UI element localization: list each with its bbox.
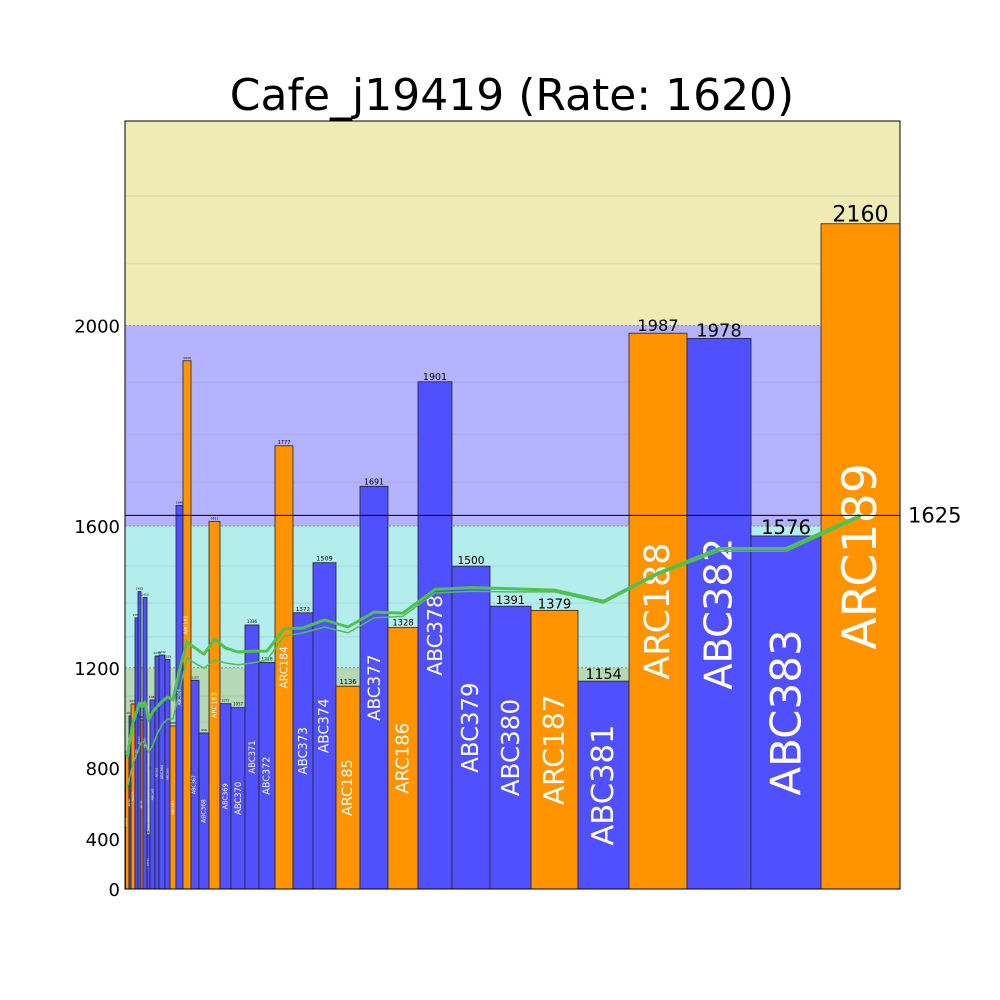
y-axis: 0 400 800 1200 1600 2000 bbox=[74, 317, 120, 901]
bar-ABC377 bbox=[359, 485, 389, 890]
bar-name-label: ARC184 bbox=[278, 646, 291, 689]
value-label: 1136 bbox=[339, 678, 356, 686]
bar-name-label: ABC380 bbox=[496, 699, 525, 796]
value-label: 1901 bbox=[423, 372, 447, 383]
value-label: 1239 bbox=[153, 651, 161, 655]
bar-name-label: ABC377 bbox=[364, 654, 384, 720]
bars: 860ARC1781025ABC3571071ARC1791357ABC3581… bbox=[124, 202, 901, 890]
value-label: 1086 bbox=[149, 695, 157, 699]
plot-frame bbox=[124, 120, 901, 890]
bar-name-label: ABC358 bbox=[135, 749, 138, 758]
bar-name-label: ABC378 bbox=[423, 595, 447, 676]
bar-name-label: ABC382 bbox=[697, 538, 742, 690]
value-label: 426 bbox=[146, 830, 152, 834]
y-tick-label: 400 bbox=[86, 830, 120, 851]
value-label: 1071 bbox=[129, 699, 137, 703]
value-label: 2160 bbox=[832, 202, 888, 228]
value-label: 1939 bbox=[183, 356, 191, 360]
value-label: 1328 bbox=[392, 618, 413, 628]
bar-ARC187 bbox=[530, 609, 579, 890]
rating-lines bbox=[125, 514, 862, 789]
y-tick-label: 2000 bbox=[74, 317, 120, 338]
bar-name-label: ARC188 bbox=[638, 543, 678, 680]
value-label: 1978 bbox=[696, 320, 742, 341]
value-label: 1611 bbox=[211, 516, 219, 520]
bar-name-label: ARC187 bbox=[538, 694, 571, 805]
rating-line-thin bbox=[126, 516, 861, 789]
bar-ARC185 bbox=[335, 685, 361, 890]
value-label: 1372 bbox=[296, 607, 310, 613]
value-label: 956 bbox=[201, 728, 207, 732]
value-label: 1379 bbox=[538, 597, 571, 612]
y-tick-label: 0 bbox=[109, 880, 120, 901]
value-label: 1057 bbox=[233, 702, 243, 707]
value-label: 1648 bbox=[176, 500, 184, 504]
band-1600-2000 bbox=[125, 325, 900, 526]
bar-name-label: ARC189 bbox=[833, 463, 888, 650]
bar-name-label: ABC373 bbox=[296, 727, 310, 775]
value-label: 985 bbox=[170, 721, 176, 725]
value-label: 1416 bbox=[141, 592, 149, 596]
bar-name-label: ARC179 bbox=[132, 791, 135, 801]
chart-title: Cafe_j19419 (Rate: 1620) bbox=[230, 70, 794, 121]
bar-name-label: ABC367 bbox=[192, 775, 198, 794]
value-label: 1391 bbox=[496, 593, 525, 607]
bar-name-label: ABC371 bbox=[247, 740, 257, 773]
value-label: 1025 bbox=[126, 711, 134, 715]
value-label: 1336 bbox=[247, 619, 257, 624]
bar-ABC380 bbox=[489, 605, 532, 890]
value-label: 1432 bbox=[136, 587, 144, 591]
bar-name-label: ARC181 bbox=[171, 800, 175, 814]
band-2000-2400 bbox=[125, 121, 900, 326]
bar-ABC378 bbox=[417, 381, 453, 890]
value-label: 1509 bbox=[316, 555, 332, 563]
bar-name-label: ABC370 bbox=[233, 782, 243, 815]
bar-name-label: ARC186 bbox=[393, 723, 414, 794]
value-label: 1357 bbox=[133, 613, 141, 617]
bar-name-label: ABC383 bbox=[762, 629, 811, 795]
value-label: 1691 bbox=[364, 477, 384, 486]
value-label: 1072 bbox=[222, 699, 230, 703]
bar-name-label: ABC362 bbox=[151, 788, 155, 800]
bar-name-label: ARC180 bbox=[140, 800, 143, 809]
bar-name-label: ABC359 bbox=[138, 736, 141, 745]
rate-line-group: 1625 bbox=[125, 503, 961, 527]
value-label: 1154 bbox=[585, 667, 621, 683]
current-rate-label: 1625 bbox=[908, 503, 961, 527]
bar-name-label: ARC182 bbox=[184, 615, 190, 634]
bar-name-label: ABC368 bbox=[201, 799, 208, 823]
value-label: 1228 bbox=[164, 654, 172, 658]
bar-name-label: ABC374 bbox=[317, 699, 333, 754]
bar-name-label: ARC183 bbox=[211, 692, 219, 718]
value-label: 1777 bbox=[278, 440, 291, 446]
bar-name-label: ABC369 bbox=[222, 783, 230, 809]
bar-name-label: ARC185 bbox=[340, 759, 356, 816]
bar-name-label: ABC363 bbox=[156, 767, 159, 777]
y-tick-label: 800 bbox=[86, 759, 120, 780]
bar-ARC188 bbox=[628, 332, 688, 890]
bar-name-label: ABC372 bbox=[262, 757, 273, 795]
bar-ABC379 bbox=[451, 565, 491, 890]
bar-name-label: ABC364 bbox=[160, 764, 164, 779]
value-label: 1500 bbox=[457, 554, 484, 567]
value-label: 1242 bbox=[158, 650, 166, 654]
bar-name-label: ABC357 bbox=[128, 798, 131, 807]
bar-name-label: ABC365 bbox=[166, 768, 170, 780]
value-label: 1576 bbox=[761, 516, 811, 539]
bar-ABC381 bbox=[577, 680, 630, 890]
bar-name-label: ABC381 bbox=[586, 724, 621, 845]
bar-name-label: ABC361 bbox=[147, 857, 150, 866]
y-tick-label: 1200 bbox=[74, 659, 120, 680]
value-label: 1009 bbox=[138, 715, 146, 719]
value-label: 1987 bbox=[637, 316, 678, 335]
y-tick-label: 1600 bbox=[74, 517, 120, 538]
rating-line-thick bbox=[125, 514, 862, 758]
bar-name-label: ABC379 bbox=[458, 682, 484, 772]
value-label: 1157 bbox=[191, 675, 199, 679]
bar-name-label: ARC178 bbox=[125, 817, 128, 826]
bar-name-label: ABC366 bbox=[177, 689, 182, 706]
